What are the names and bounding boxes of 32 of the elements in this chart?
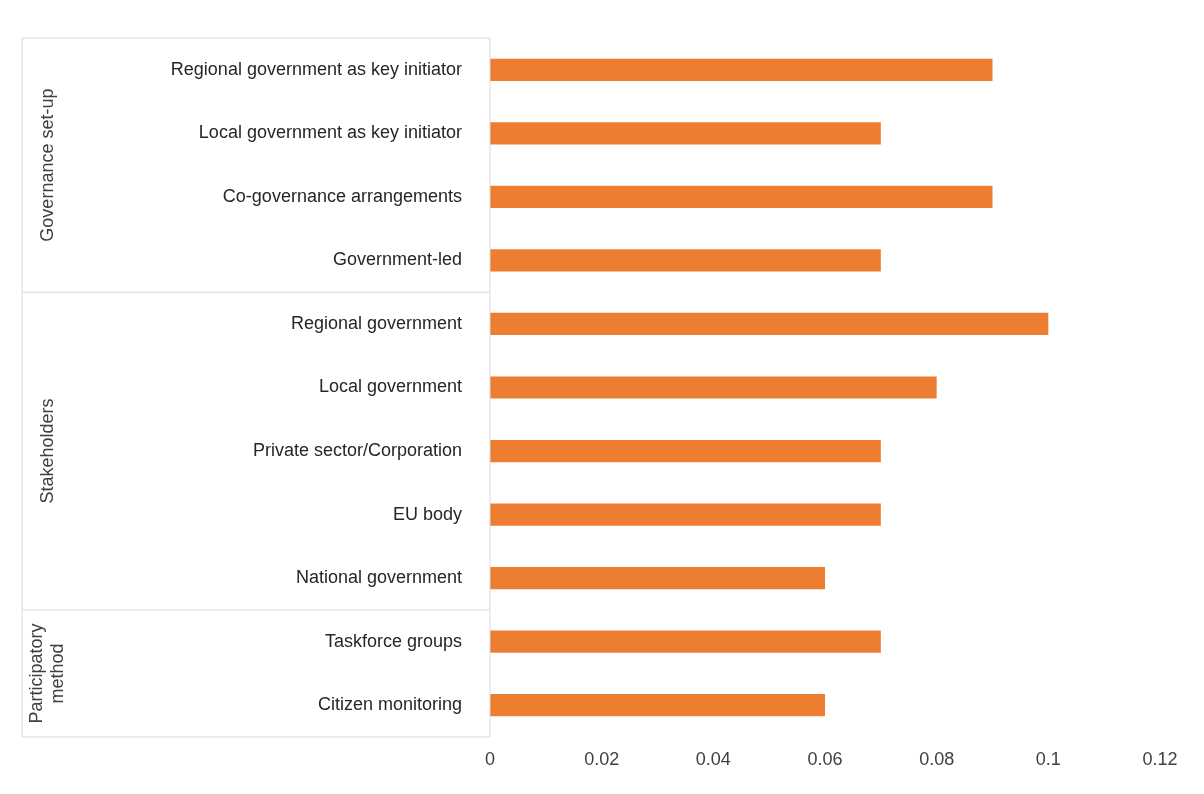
x-tick-label: 0.04 xyxy=(695,748,731,769)
bar xyxy=(490,122,881,145)
y-tick-label: Taskforce groups xyxy=(324,630,462,651)
bar xyxy=(490,185,993,208)
x-tick-label: 0.08 xyxy=(919,748,955,769)
text: Governance set-up xyxy=(36,88,57,242)
bar xyxy=(490,439,881,463)
y-tick-label: Local government as key initiator xyxy=(198,122,462,143)
x-tick-label: 0.12 xyxy=(1142,748,1178,769)
text: Participatory method xyxy=(26,623,68,724)
x-tick-label: 0.02 xyxy=(584,748,620,769)
y-tick-label: Regional government xyxy=(290,312,462,333)
bar xyxy=(490,503,881,526)
y-tick-label: National government xyxy=(295,567,462,588)
bar xyxy=(490,249,881,272)
y-tick-label: Local government xyxy=(318,376,462,397)
x-tick-label: 0.06 xyxy=(807,748,843,769)
y-tick-label: Government-led xyxy=(332,249,462,270)
bar xyxy=(490,630,881,653)
text: Stakeholders xyxy=(36,398,57,504)
bar xyxy=(490,376,937,399)
y-tick-label: Co-governance arrangements xyxy=(222,185,462,206)
bar xyxy=(490,312,1049,336)
y-tick-label: Regional government as key initiator xyxy=(170,58,462,79)
bar xyxy=(490,694,825,717)
x-tick-label: 0.1 xyxy=(1035,748,1061,769)
bar xyxy=(490,58,993,81)
y-tick-label: EU body xyxy=(392,503,462,524)
y-tick-label: Citizen monitoring xyxy=(317,694,462,715)
y-tick-label: Private sector/Corporation xyxy=(252,440,462,461)
x-tick-label: 0 xyxy=(484,748,496,769)
bar xyxy=(490,567,825,590)
